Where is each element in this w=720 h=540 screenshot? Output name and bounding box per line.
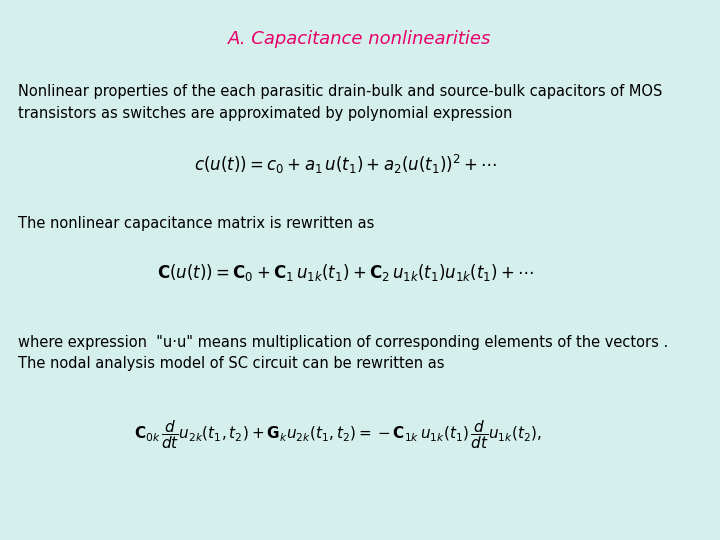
Text: A. Capacitance nonlinearities: A. Capacitance nonlinearities bbox=[228, 30, 492, 48]
Text: $\mathbf{C}\left(u(t)\right) = \mathbf{C}_0 + \mathbf{C}_1\, u_{1k}(t_1) + \math: $\mathbf{C}\left(u(t)\right) = \mathbf{C… bbox=[157, 262, 534, 283]
Text: where expression  "u·u" means multiplication of corresponding elements of the ve: where expression "u·u" means multiplicat… bbox=[18, 335, 668, 350]
Text: $c\left(u(t)\right) = c_0 + a_1\, u(t_1) + a_2\left(u(t_1)\right)^2 + \cdots$: $c\left(u(t)\right) = c_0 + a_1\, u(t_1)… bbox=[194, 153, 498, 176]
Text: $\mathbf{C}_{0k}\,\dfrac{d}{dt}u_{2k}(t_1,t_2) + \mathbf{G}_k u_{2k}(t_1,t_2) = : $\mathbf{C}_{0k}\,\dfrac{d}{dt}u_{2k}(t_… bbox=[135, 418, 542, 451]
Text: The nonlinear capacitance matrix is rewritten as: The nonlinear capacitance matrix is rewr… bbox=[18, 216, 374, 231]
Text: The nodal analysis model of SC circuit can be rewritten as: The nodal analysis model of SC circuit c… bbox=[18, 356, 444, 372]
Text: Nonlinear properties of the each parasitic drain-bulk and source-bulk capacitors: Nonlinear properties of the each parasit… bbox=[18, 84, 662, 121]
